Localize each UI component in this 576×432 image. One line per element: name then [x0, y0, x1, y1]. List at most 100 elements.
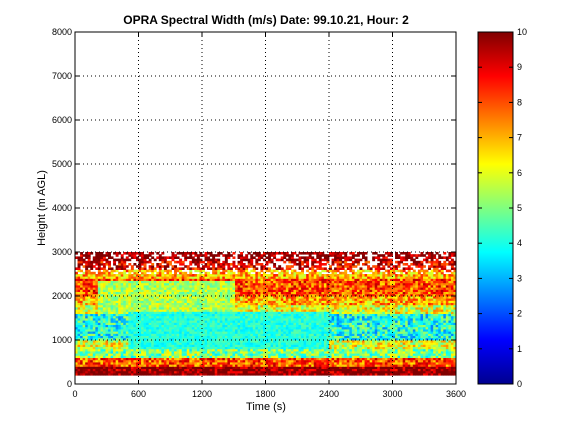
heatmap-cell	[323, 322, 327, 325]
heatmap-cell	[278, 309, 282, 312]
heatmap-cell	[329, 359, 332, 363]
heatmap-cell	[202, 342, 205, 345]
heatmap-cell	[186, 373, 190, 376]
heatmap-cell	[189, 353, 193, 356]
heatmap-cell	[298, 357, 302, 361]
heatmap-cell	[387, 351, 391, 354]
heatmap-cell	[450, 329, 454, 332]
heatmap-cell	[265, 311, 269, 314]
heatmap-cell	[321, 355, 325, 358]
heatmap-cell	[95, 320, 99, 323]
heatmap-cell	[389, 335, 393, 339]
heatmap-cell	[377, 362, 381, 365]
heatmap-cell	[151, 326, 155, 330]
heatmap-cell	[384, 370, 388, 374]
heatmap-cell	[113, 348, 117, 352]
heatmap-cell	[316, 366, 320, 369]
heatmap-cell	[151, 304, 155, 308]
heatmap-cell	[407, 359, 411, 363]
heatmap-cell	[341, 359, 345, 363]
heatmap-cell	[265, 331, 269, 334]
heatmap-cell	[379, 304, 383, 308]
heatmap-cell	[161, 326, 165, 330]
heatmap-cell	[407, 344, 411, 347]
heatmap-cell	[339, 344, 343, 347]
heatmap-cell	[242, 309, 246, 312]
heatmap-cell	[349, 370, 353, 374]
heatmap-cell	[90, 307, 94, 310]
heatmap-cell	[242, 313, 246, 317]
heatmap-cell	[356, 311, 360, 314]
heatmap-cell	[105, 324, 109, 328]
heatmap-cell	[77, 324, 81, 328]
heatmap-cell	[331, 335, 335, 339]
heatmap-cell	[240, 318, 244, 321]
heatmap-cell	[82, 313, 86, 317]
heatmap-cell	[288, 373, 292, 376]
heatmap-cell	[82, 353, 86, 356]
heatmap-cell	[224, 311, 228, 314]
heatmap-cell	[443, 309, 447, 312]
heatmap-cell	[85, 333, 89, 336]
heatmap-cell	[389, 353, 393, 356]
heatmap-cell	[450, 315, 454, 319]
heatmap-cell	[400, 344, 404, 347]
heatmap-cell	[90, 342, 94, 345]
heatmap-cell	[438, 315, 442, 319]
heatmap-cell	[313, 311, 317, 314]
heatmap-cell	[130, 322, 134, 325]
heatmap-cell	[255, 322, 259, 325]
heatmap-cell	[130, 320, 134, 323]
heatmap-cell	[260, 353, 264, 356]
heatmap-cell	[97, 351, 101, 354]
heatmap-cell	[298, 333, 302, 336]
heatmap-cell	[402, 348, 406, 352]
heatmap-cell	[90, 302, 94, 306]
heatmap-cell	[321, 307, 325, 310]
heatmap-cell	[288, 353, 292, 356]
heatmap-cell	[407, 331, 411, 334]
heatmap-cell	[405, 333, 409, 336]
heatmap-cell	[354, 351, 358, 354]
heatmap-cell	[270, 342, 274, 345]
heatmap-cell	[90, 362, 94, 365]
heatmap-cell	[207, 304, 211, 308]
heatmap-cell	[288, 351, 292, 354]
heatmap-cell	[257, 324, 261, 328]
heatmap-cells	[75, 252, 457, 376]
heatmap-cell	[153, 313, 157, 317]
heatmap-cell	[341, 333, 345, 336]
heatmap-cell	[151, 370, 155, 374]
heatmap-cell	[331, 309, 335, 312]
heatmap-cell	[217, 370, 221, 374]
heatmap-cell	[334, 335, 338, 339]
heatmap-cell	[453, 351, 457, 354]
heatmap-cell	[270, 333, 274, 336]
heatmap-cell	[247, 313, 251, 317]
heatmap-cell	[105, 311, 109, 314]
heatmap-cell	[181, 370, 185, 374]
heatmap-cell	[331, 331, 335, 334]
heatmap-cell	[245, 333, 249, 336]
heatmap-cell	[212, 340, 216, 343]
heatmap-cell	[151, 300, 155, 303]
heatmap-cell	[435, 366, 439, 369]
heatmap-cell	[194, 351, 198, 354]
heatmap-cell	[329, 351, 332, 354]
heatmap-cell	[237, 346, 241, 350]
heatmap-cell	[313, 326, 317, 330]
heatmap-cell	[196, 320, 200, 323]
heatmap-cell	[453, 366, 457, 369]
heatmap-cell	[128, 366, 132, 369]
heatmap-cell	[321, 359, 325, 363]
heatmap-cell	[95, 302, 99, 306]
heatmap-cell	[186, 302, 190, 306]
heatmap-cell	[417, 315, 421, 319]
heatmap-cell	[262, 329, 266, 332]
heatmap-cell	[217, 362, 221, 365]
heatmap-cell	[303, 322, 307, 325]
heatmap-cell	[450, 318, 454, 321]
heatmap-cell	[268, 331, 271, 334]
heatmap-cell	[303, 320, 307, 323]
heatmap-cell	[303, 353, 307, 356]
